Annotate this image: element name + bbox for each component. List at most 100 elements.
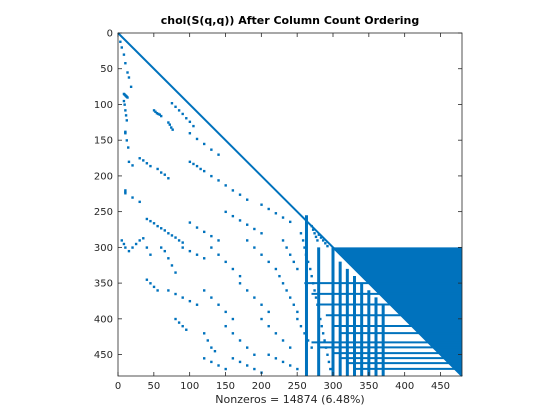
nonzero-point-103 (134, 242, 138, 246)
nonzero-point-115 (195, 253, 199, 256)
y-tick-label-0: 0 (107, 29, 113, 40)
nonzero-point-87 (224, 210, 227, 214)
nonzero-point-72 (149, 219, 152, 223)
nonzero-point-133 (149, 282, 152, 285)
nonzero-point-46 (131, 164, 134, 167)
nonzero-point-120 (231, 267, 235, 271)
nonzero-point-53 (163, 173, 166, 176)
nonzero-point-163 (210, 346, 213, 349)
nonzero-point-42 (203, 142, 206, 146)
nonzero-point-179 (310, 346, 313, 349)
nonzero-point-88 (231, 214, 235, 218)
nonzero-point-97 (289, 220, 292, 224)
nonzero-point-171 (267, 324, 270, 328)
nonzero-point-150 (267, 310, 270, 314)
nonzero-point-58 (199, 167, 202, 171)
nonzero-point-172 (274, 332, 278, 335)
x-tick-label-4: 200 (252, 381, 271, 392)
nonzero-point-151 (278, 274, 281, 278)
nonzero-point-59 (203, 169, 206, 173)
nonzero-point-56 (192, 162, 195, 166)
nonzero-point-51 (156, 167, 159, 171)
nonzero-point-142 (210, 296, 213, 299)
nonzero-point-139 (188, 299, 192, 303)
nonzero-point-25 (174, 105, 177, 109)
nonzero-point-198 (306, 260, 310, 264)
nonzero-point-129 (289, 253, 292, 256)
nonzero-point-14 (123, 103, 126, 106)
nonzero-point-85 (210, 234, 213, 238)
nonzero-point-147 (246, 289, 249, 292)
nonzero-point-138 (181, 296, 184, 299)
nonzero-point-95 (274, 212, 278, 215)
nonzero-point-153 (285, 289, 288, 292)
nonzero-point-117 (210, 246, 213, 249)
diagonal-line (117, 32, 463, 377)
nonzero-point-135 (156, 289, 159, 292)
nonzero-point-4 (126, 71, 129, 74)
nonzero-point-107 (149, 253, 152, 256)
nonzero-point-221 (321, 239, 325, 242)
nonzero-point-155 (292, 303, 295, 306)
nonzero-point-32 (168, 123, 171, 126)
nonzero-point-177 (303, 332, 306, 335)
nonzero-point-96 (281, 216, 285, 219)
nonzero-point-136 (167, 289, 170, 292)
nonzero-point-75 (160, 227, 163, 230)
nonzero-point-185 (238, 360, 242, 364)
nonzero-point-137 (174, 292, 177, 296)
nonzero-point-2 (122, 53, 126, 56)
nonzero-point-39 (127, 146, 130, 149)
nonzero-point-108 (160, 246, 163, 249)
nonzero-point-112 (174, 271, 177, 274)
nonzero-point-201 (311, 282, 315, 285)
nonzero-point-141 (203, 289, 206, 292)
nonzero-point-49 (145, 162, 149, 165)
nonzero-point-30 (192, 124, 195, 128)
nonzero-point-181 (210, 360, 213, 364)
y-tick-label-1: 50 (100, 64, 113, 75)
nonzero-point-17 (125, 119, 128, 122)
nonzero-point-13 (122, 99, 126, 103)
nonzero-point-50 (149, 164, 152, 168)
nonzero-point-63 (231, 189, 235, 192)
nonzero-point-116 (203, 257, 206, 260)
nonzero-point-143 (217, 303, 220, 306)
nonzero-point-223 (326, 244, 329, 248)
nonzero-point-189 (267, 353, 270, 356)
nonzero-point-123 (253, 246, 256, 249)
nonzero-point-57 (195, 164, 199, 168)
nonzero-point-161 (203, 332, 206, 335)
nonzero-point-29 (188, 120, 192, 124)
nonzero-point-23 (160, 114, 163, 118)
nonzero-point-33 (170, 126, 173, 129)
x-tick-label-3: 150 (216, 381, 235, 392)
nonzero-point-19 (154, 110, 157, 114)
nonzero-point-70 (138, 200, 141, 204)
nonzero-point-146 (238, 282, 242, 285)
nonzero-point-166 (231, 332, 235, 335)
nonzero-point-156 (296, 310, 299, 314)
nonzero-point-61 (217, 179, 220, 182)
nonzero-point-193 (296, 367, 299, 371)
nonzero-point-68 (124, 192, 127, 195)
nonzero-point-140 (195, 303, 199, 306)
nonzero-point-77 (167, 232, 170, 235)
nonzero-point-74 (156, 224, 159, 228)
nonzero-point-15 (124, 109, 127, 112)
nonzero-point-69 (131, 196, 134, 199)
nonzero-point-119 (224, 260, 227, 264)
nonzero-point-124 (260, 253, 263, 256)
nonzero-point-27 (181, 112, 184, 116)
y-tick-label-3: 150 (94, 136, 113, 147)
nonzero-point-31 (167, 121, 170, 124)
nonzero-point-209 (323, 339, 326, 342)
nonzero-point-162 (206, 339, 209, 342)
nonzero-point-99 (122, 242, 126, 246)
nonzero-point-47 (138, 157, 141, 160)
nonzero-point-86 (217, 239, 220, 242)
nonzero-point-101 (127, 249, 131, 253)
nonzero-point-20 (155, 112, 159, 115)
nonzero-point-128 (285, 246, 288, 249)
